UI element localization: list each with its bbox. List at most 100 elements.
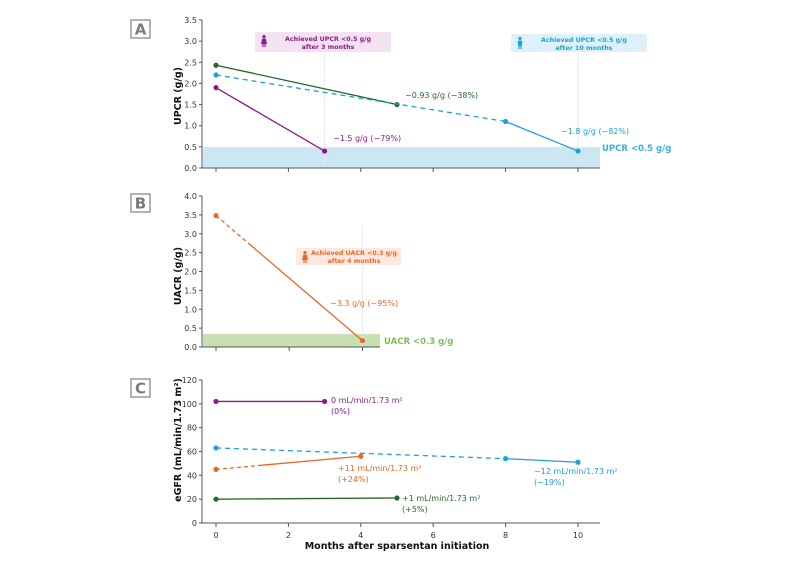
annotation-purple-egfr-line1: 0 mL/min/1.73 m² (331, 396, 403, 405)
data-point (394, 495, 400, 501)
y-tick-label: 1.5 (184, 101, 197, 110)
data-point (213, 213, 219, 219)
panel-letter-c-box: C (130, 378, 151, 398)
y-tick-label: 20 (187, 495, 197, 504)
data-point (575, 148, 581, 154)
figure-head (262, 34, 266, 39)
y-tick-label: 2.5 (184, 249, 197, 258)
callout-purple-3-months: Achieved UPCR <0.5 g/g after 3 months (255, 32, 391, 52)
figure-body (517, 40, 523, 46)
data-point (213, 85, 219, 91)
data-point (213, 72, 219, 78)
y-tick-label: 0 (192, 519, 197, 528)
y-tick-label: 100 (182, 400, 197, 409)
figure-leg (264, 44, 266, 47)
figure-leg (520, 46, 522, 49)
series-purple (213, 85, 328, 154)
series-segment-dashed (215, 447, 506, 460)
figure-leg (518, 46, 520, 49)
figure-leg (305, 260, 307, 263)
annotation-purple-egfr-line2: (0%) (331, 407, 350, 416)
figure-head (303, 250, 307, 255)
threshold-label-upcr: UPCR <0.5 g/g (602, 144, 671, 154)
annotation-purple-upcr: −1.5 g/g (−79%) (333, 134, 401, 143)
annotation-orange-egfr-line1: +11 mL/min/1.73 m² (338, 464, 422, 473)
y-tick-label: 0.5 (184, 324, 197, 333)
y-tick-label: 1.0 (184, 122, 197, 131)
y-tick-label: 40 (187, 471, 197, 480)
panel-letter-a-box: A (130, 19, 151, 39)
panel-letter-b-box: B (130, 193, 151, 213)
annotation-green-egfr-line1: +1 mL/min/1.73 m² (402, 494, 480, 503)
series-blue (213, 72, 581, 154)
data-point (322, 398, 328, 405)
series-segment (505, 120, 579, 152)
series-segment (215, 64, 398, 106)
y-tick-label: 3.0 (184, 37, 197, 46)
y-tick-label: 1.5 (184, 286, 197, 295)
y-tick-label: 3.5 (184, 16, 197, 25)
annotation-green-egfr-line2: (+5%) (402, 505, 428, 514)
y-tick-label: 3.5 (184, 211, 197, 220)
callout-blue-10-months: Achieved UPCR <0.5 g/g after 10 months (511, 34, 647, 52)
annotation-blue-egfr-line1: −12 mL/min/1.73 m² (534, 467, 618, 476)
callout-line2: after 4 months (328, 258, 381, 265)
data-point (213, 496, 219, 502)
x-tick-label: 10 (573, 531, 583, 540)
series-segment (215, 497, 398, 500)
y-tick-label: 60 (187, 448, 197, 457)
y-axis-title-egfr: eGFR (mL/min/1.73 m²) (173, 378, 184, 502)
series-purple (213, 398, 328, 405)
series-segment (505, 458, 579, 463)
series-segment (215, 87, 325, 152)
panel-b: B 0.0 0.5 1.0 1.5 2.0 2.5 3.0 3.5 4.0 UACR (g/g)… (130, 192, 453, 352)
panel-a: A 0.0 0.5 1.0 1.5 2.0 2.5 3.0 3.5 UPCR (g/g) Ac… (130, 16, 671, 173)
y-axis-title-upcr: UPCR (g/g) (173, 67, 184, 125)
x-axis-title: Months after sparsentan initiation (305, 541, 490, 552)
y-tick-label: 80 (187, 424, 197, 433)
y-tick-label: 0.5 (184, 143, 197, 152)
annotation-blue-egfr-line2: (−19%) (534, 478, 565, 487)
data-point (358, 453, 364, 459)
panel-c: C 0 20 40 60 80 100 120 0 2 4 6 8 10 eGFR (mL/min/1… (130, 376, 618, 552)
data-point (359, 337, 365, 344)
y-tick-label: 2.5 (184, 58, 197, 67)
figure-body (261, 38, 267, 44)
panel-letter-a: A (135, 21, 147, 39)
threshold-label-uacr: UACR <0.3 g/g (384, 337, 453, 347)
callout-line1: Achieved UPCR <0.5 g/g (285, 36, 371, 43)
x-tick-label: 0 (213, 531, 218, 540)
y-tick-label: 120 (182, 376, 197, 385)
series-segment (259, 455, 361, 467)
data-point (213, 445, 219, 451)
x-tick-label: 8 (503, 531, 508, 540)
female-figure-icon (261, 34, 267, 47)
series-green (213, 495, 400, 502)
threshold-band (203, 146, 600, 168)
x-tick-label: 4 (358, 531, 363, 540)
series-segment-dashed (215, 464, 260, 471)
data-point (213, 466, 219, 472)
figure-leg (303, 260, 305, 263)
y-tick-label: 3.0 (184, 230, 197, 239)
callout-line2: after 3 months (302, 44, 355, 51)
figure-head (518, 36, 522, 41)
data-point (322, 148, 328, 154)
annotation-orange-egfr-line2: (+24%) (338, 475, 369, 484)
x-tick-label: 2 (286, 531, 291, 540)
data-point (213, 62, 219, 68)
data-point (213, 398, 219, 405)
panel-letter-b: B (135, 195, 146, 213)
y-tick-label: 2.0 (184, 79, 197, 88)
series-orange (213, 453, 364, 472)
data-point (575, 459, 581, 465)
series-segment-dashed (215, 74, 506, 123)
y-tick-label: 2.0 (184, 268, 197, 277)
y-tick-label: 1.0 (184, 305, 197, 314)
annotation-blue-upcr: −1.8 g/g (−82%) (561, 127, 629, 136)
series-orange (213, 213, 365, 344)
y-axis-title-uacr: UACR (g/g) (173, 247, 184, 305)
y-tick-label: 0.0 (184, 343, 197, 352)
female-figure-icon (302, 250, 308, 263)
